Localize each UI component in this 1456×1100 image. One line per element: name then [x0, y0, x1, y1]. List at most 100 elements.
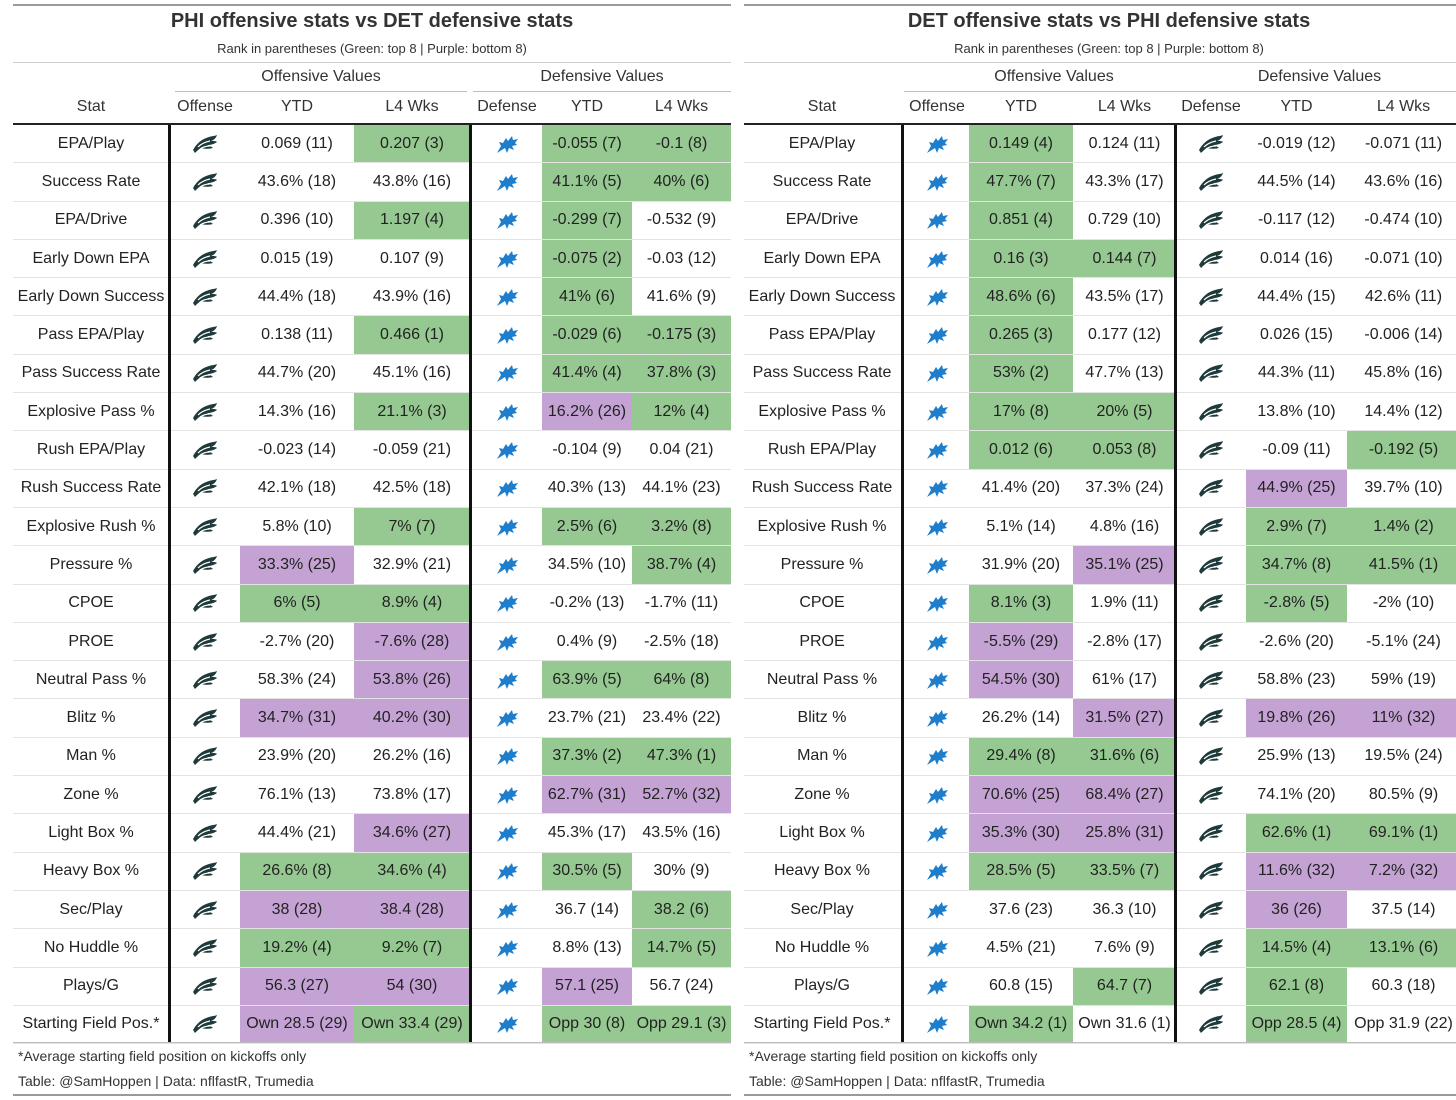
column-divider	[1174, 125, 1177, 1042]
offense-team-logo	[170, 202, 240, 239]
defense-team-logo	[1176, 202, 1246, 239]
lions-logo-icon	[927, 824, 948, 842]
eagles-logo-icon	[193, 594, 217, 613]
stat-name: Early Down EPA	[32, 249, 150, 267]
offense-team-logo	[170, 240, 240, 277]
stat-name: PROE	[68, 632, 114, 650]
eagles-logo-icon	[193, 134, 217, 153]
eagles-logo-icon	[1199, 249, 1223, 268]
table-row: Neutral Pass % 58.3% (24) 53.8% (26) 63.9% …	[13, 661, 731, 700]
source-credit: Table: @SamHoppen | Data: nflfastR, Trum…	[749, 1073, 1045, 1089]
lions-logo-icon	[497, 748, 518, 766]
offense-ytd-value: 6% (5)	[240, 584, 354, 622]
offense-team-logo	[902, 1006, 972, 1043]
defense-l4-value: 14.7% (5)	[632, 929, 731, 967]
lions-logo-icon	[497, 327, 518, 345]
lions-logo-icon	[497, 173, 518, 191]
eagles-logo-icon	[1199, 517, 1223, 536]
offense-team-logo	[902, 699, 972, 736]
footer-rule	[13, 1094, 731, 1096]
defense-ytd-value: -2.8% (5)	[1246, 584, 1347, 622]
offense-l4-value: 43.5% (17)	[1085, 287, 1164, 305]
eagles-logo-icon	[1199, 823, 1223, 842]
offense-ytd-value: 0.015 (19)	[260, 249, 334, 267]
offense-l4-value: 61% (17)	[1092, 670, 1157, 688]
lions-logo-icon	[927, 595, 948, 613]
defense-ytd-value: 2.9% (7)	[1246, 507, 1347, 546]
source-credit: Table: @SamHoppen | Data: nflfastR, Trum…	[18, 1073, 314, 1089]
table-row: Explosive Rush % 5.1% (14) 4.8% (16) 2.9% (…	[744, 507, 1456, 547]
offense-l4-value: 34.6% (4)	[354, 852, 470, 890]
defense-l4-value: -0.006 (14)	[1364, 326, 1443, 344]
offense-l4-value: 9.2% (7)	[354, 929, 470, 967]
offense-l4-value: 20% (5)	[1073, 393, 1176, 431]
offense-l4-value: 35.1% (25)	[1073, 546, 1176, 584]
defense-l4-value: -0.03 (12)	[646, 249, 717, 267]
lions-logo-icon	[927, 212, 948, 230]
header-rule	[13, 123, 731, 125]
defense-ytd-value: Opp 30 (8)	[542, 1005, 632, 1044]
table-row: Rush Success Rate 41.4% (20) 37.3% (24) 44.…	[744, 469, 1456, 508]
defense-team-logo	[1176, 355, 1246, 392]
header-defense: Defense	[1181, 98, 1241, 115]
eagles-logo-icon	[193, 747, 217, 766]
defense-l4-value: 1.4% (2)	[1347, 507, 1456, 546]
defense-l4-value: -0.071 (11)	[1364, 134, 1443, 152]
offense-l4-value: 0.207 (3)	[354, 125, 470, 163]
header-offense-ytd: YTD	[281, 98, 313, 115]
defense-team-logo	[1176, 738, 1246, 775]
defense-l4-value: 37.8% (3)	[632, 354, 731, 393]
offense-ytd-value: 47.7% (7)	[969, 163, 1073, 201]
table-row: CPOE 6% (5) 8.9% (4) -0.2% (13) -1.7% (11)	[13, 584, 731, 623]
offense-ytd-value: 43.6% (18)	[257, 172, 337, 190]
offense-ytd-value: 5.8% (10)	[262, 517, 332, 535]
defense-l4-value: 60.3 (18)	[1371, 977, 1436, 995]
defense-ytd-value: 41.4% (4)	[542, 354, 632, 393]
defense-l4-value: 56.7 (24)	[649, 977, 714, 995]
table-row: Man % 23.9% (20) 26.2% (16) 37.3% (2) 47.3% …	[13, 737, 731, 777]
column-divider	[901, 125, 904, 1042]
offense-ytd-value: 0.138 (11)	[261, 326, 333, 344]
defense-ytd-value: 62.1 (8)	[1246, 967, 1347, 1005]
eagles-logo-icon	[1199, 785, 1223, 804]
offense-ytd-value: 0.012 (6)	[969, 431, 1073, 469]
eagles-logo-icon	[1199, 938, 1223, 957]
offense-l4-value: 64.7 (7)	[1073, 967, 1176, 1005]
offense-team-logo	[170, 891, 240, 928]
table-subtitle: Rank in parentheses (Green: top 8 | Purp…	[954, 41, 1264, 56]
stat-name: Explosive Rush %	[757, 517, 887, 535]
offense-l4-value: 8.9% (4)	[354, 584, 470, 622]
defense-team-logo	[472, 585, 542, 622]
table-row: Success Rate 43.6% (18) 43.8% (16) 41.1% (5…	[13, 163, 731, 202]
offense-l4-value: 43.8% (16)	[372, 172, 452, 190]
stat-name: Pressure %	[780, 555, 864, 573]
table-row: Rush Success Rate 42.1% (18) 42.5% (18) 40.…	[13, 470, 731, 508]
table-row: Starting Field Pos.* Own 34.2 (1) Own 31.6…	[744, 1005, 1456, 1045]
header-offense-l4: L4 Wks	[385, 98, 439, 115]
eagles-logo-icon	[1199, 172, 1223, 191]
defense-l4-value: 41.5% (1)	[1347, 546, 1456, 584]
defense-l4-value: -0.1 (8)	[632, 125, 731, 163]
offense-team-logo	[902, 546, 972, 583]
lions-logo-icon	[927, 978, 948, 996]
defense-l4-value: 47.3% (1)	[632, 737, 731, 776]
offense-l4-value: 32.9% (21)	[372, 555, 452, 573]
footnote: *Average starting field position on kick…	[749, 1048, 1038, 1064]
eagles-logo-icon	[1199, 441, 1223, 460]
stat-name: Pass Success Rate	[752, 364, 892, 382]
stat-name: Explosive Pass %	[758, 402, 886, 420]
offense-ytd-value: -0.023 (14)	[257, 441, 337, 459]
offense-l4-value: 0.144 (7)	[1073, 239, 1176, 278]
lions-logo-icon	[927, 518, 948, 536]
eagles-logo-icon	[193, 211, 217, 230]
offense-ytd-value: 0.396 (10)	[260, 211, 334, 229]
offense-l4-value: 40.2% (30)	[354, 699, 470, 737]
table-row: Pass Success Rate 53% (2) 47.7% (13) 44.3% …	[744, 354, 1456, 394]
defense-ytd-value: -0.104 (9)	[552, 441, 622, 459]
offense-team-logo	[170, 508, 240, 545]
offense-l4-value: 43.3% (17)	[1085, 172, 1164, 190]
eagles-logo-icon	[1199, 326, 1223, 345]
offense-ytd-value: 33.3% (25)	[240, 546, 354, 584]
stat-name: Early Down Success	[748, 287, 896, 305]
lions-logo-icon	[497, 250, 518, 268]
